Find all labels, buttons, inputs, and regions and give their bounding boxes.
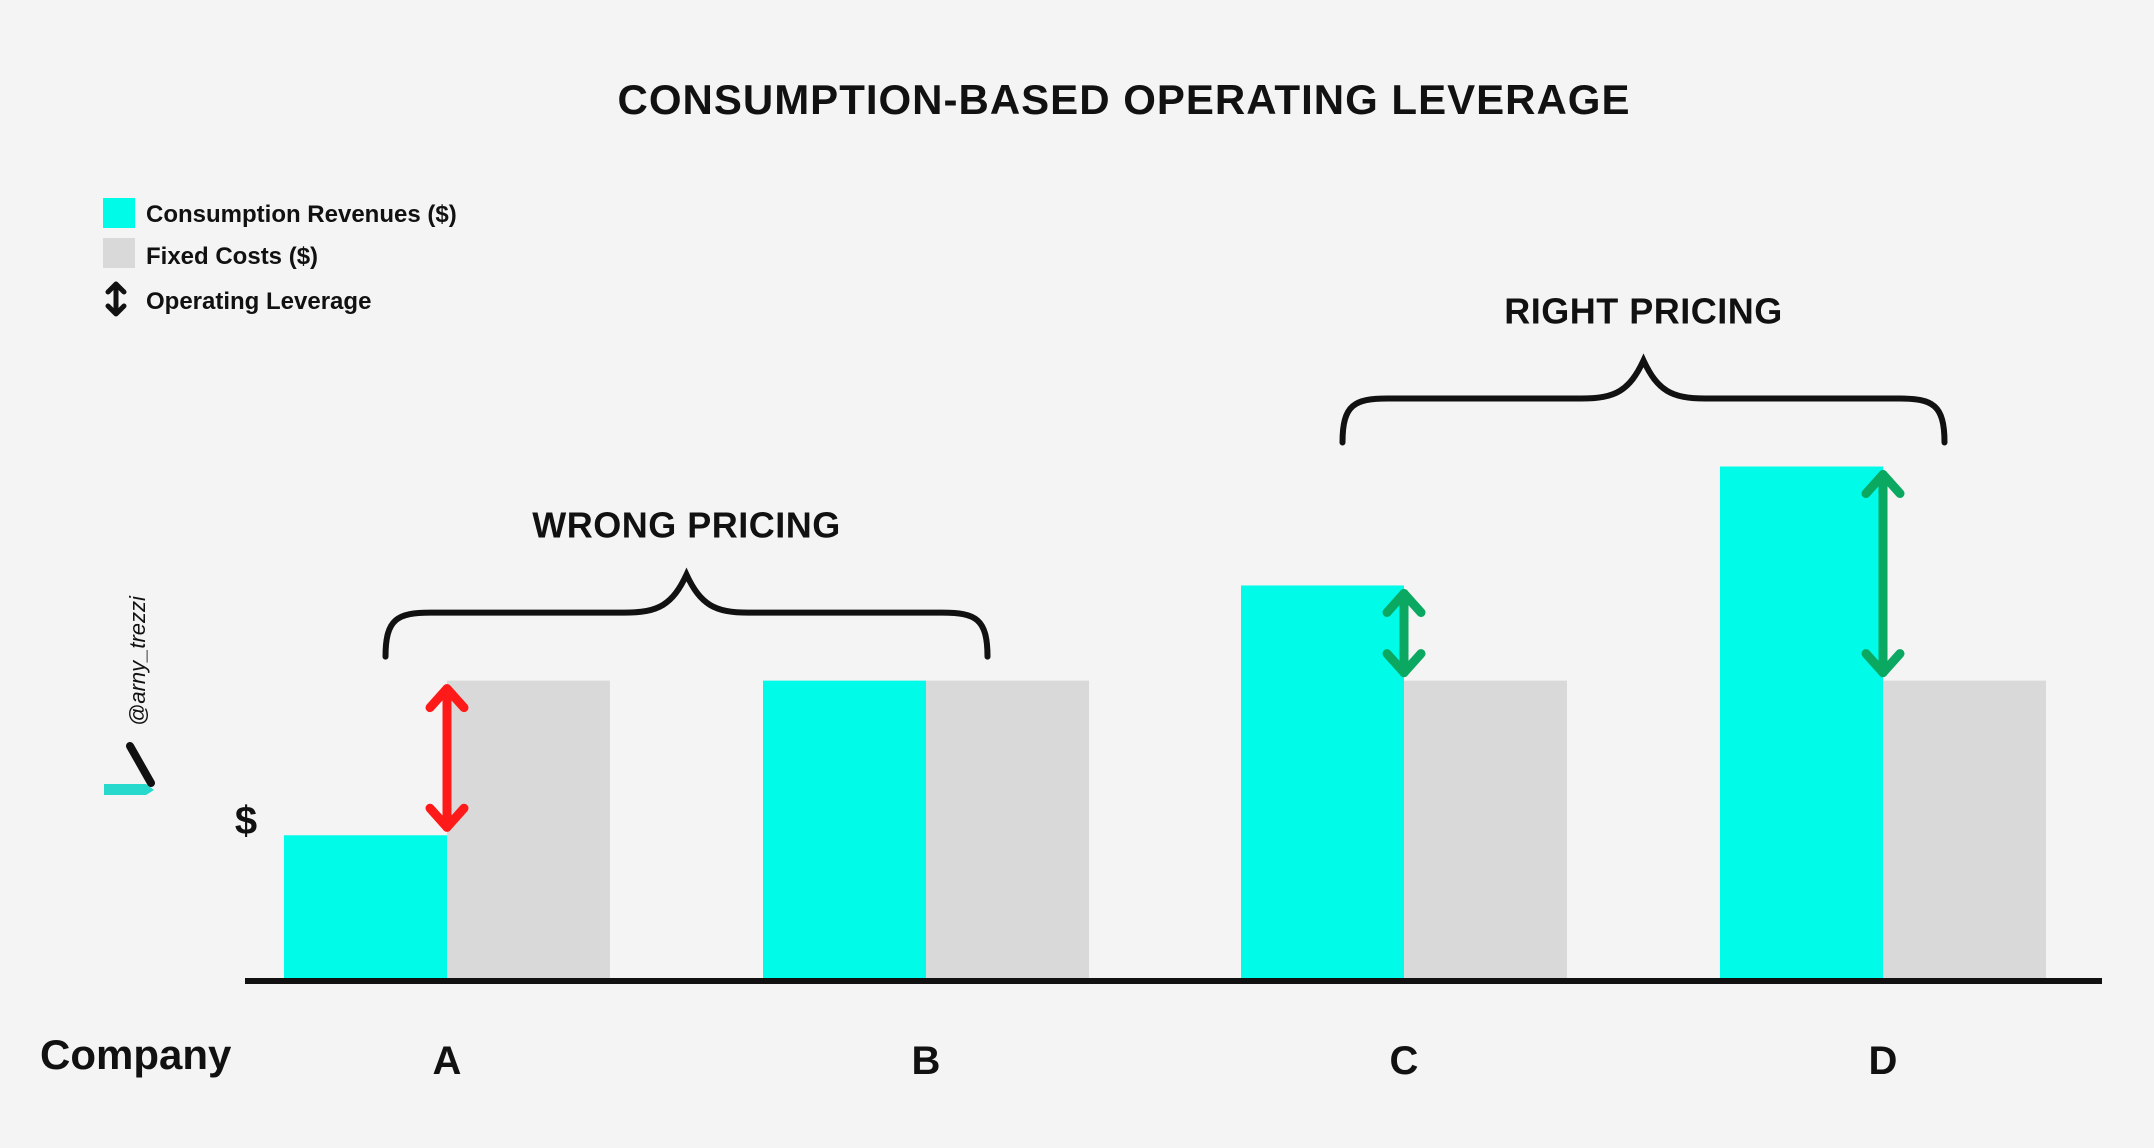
operating-leverage-arrow-c	[1382, 588, 1426, 678]
bar-revenue-d	[1720, 466, 1883, 978]
bar-fixed-cost-a	[447, 680, 610, 978]
y-axis-label: $	[235, 799, 257, 843]
x-tick-label-a: A	[433, 1039, 462, 1083]
watermark-logo	[104, 742, 155, 795]
double-arrow-icon	[105, 281, 127, 317]
operating-leverage-arrow-a	[425, 684, 469, 832]
annotation-wrong-pricing: WRONG PRICING	[532, 505, 841, 546]
legend-label-revenues: Consumption Revenues ($)	[146, 201, 457, 228]
x-tick-label-b: B	[912, 1039, 941, 1083]
brace-wrong-pricing	[382, 567, 991, 660]
cyan-square-icon	[103, 198, 135, 228]
bar-revenue-a	[284, 835, 447, 978]
bar-fixed-cost-d	[1883, 680, 2046, 978]
x-tick-label-c: C	[1390, 1039, 1419, 1083]
legend-label-operating-leverage: Operating Leverage	[146, 288, 371, 315]
gray-square-icon	[103, 238, 135, 268]
brace-right-pricing	[1339, 353, 1948, 446]
watermark-handle: @arny_trezzi	[125, 595, 150, 726]
bar-fixed-cost-c	[1404, 680, 1567, 978]
x-axis-title: Company	[40, 1031, 232, 1078]
operating-leverage-arrow-d	[1861, 470, 1905, 678]
legend-label-fixed-costs: Fixed Costs ($)	[146, 243, 318, 270]
bar-revenue-c	[1241, 585, 1404, 978]
chart-title: CONSUMPTION-BASED OPERATING LEVERAGE	[618, 76, 1631, 123]
annotation-right-pricing: RIGHT PRICING	[1504, 291, 1783, 332]
bar-fixed-cost-b	[926, 680, 1089, 978]
bar-revenue-b	[763, 680, 926, 978]
legend: Consumption Revenues ($) Fixed Costs ($)…	[103, 198, 457, 317]
x-tick-label-d: D	[1869, 1039, 1898, 1083]
